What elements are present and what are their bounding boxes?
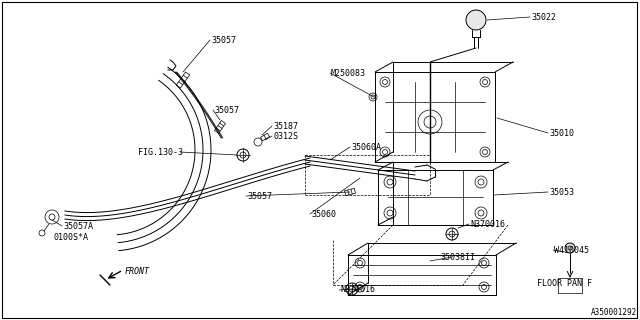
Text: 35060A: 35060A: [351, 142, 381, 151]
Text: 0100S*A: 0100S*A: [53, 233, 88, 242]
Text: 35010: 35010: [549, 129, 574, 138]
Text: N370016: N370016: [470, 220, 505, 228]
Text: 35038II: 35038II: [440, 252, 475, 261]
Text: 35057A: 35057A: [63, 221, 93, 230]
Text: 35187: 35187: [273, 122, 298, 131]
Text: W410045: W410045: [554, 245, 589, 254]
Text: 35022: 35022: [531, 12, 556, 21]
Text: 35057: 35057: [214, 106, 239, 115]
Text: 35053: 35053: [549, 188, 574, 196]
Text: A350001292: A350001292: [591, 308, 637, 317]
Circle shape: [466, 10, 486, 30]
Text: N370016: N370016: [340, 285, 375, 294]
Text: FLOOR PAN F: FLOOR PAN F: [537, 278, 592, 287]
Text: 0312S: 0312S: [273, 132, 298, 140]
Text: 35057: 35057: [247, 191, 272, 201]
Text: M250083: M250083: [331, 68, 366, 77]
Text: FIG.130-3: FIG.130-3: [138, 148, 183, 156]
Text: 35060: 35060: [311, 210, 336, 219]
Text: FRONT: FRONT: [125, 268, 150, 276]
Circle shape: [565, 243, 575, 253]
Text: 35057: 35057: [211, 36, 236, 44]
